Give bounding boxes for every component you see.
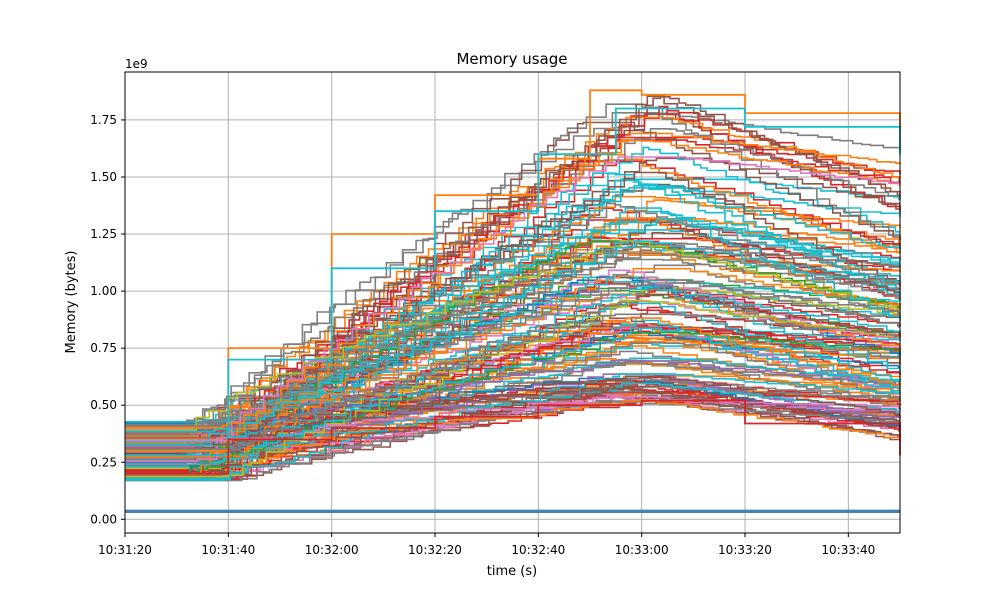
y-offset-label: 1e9	[125, 57, 148, 71]
x-tick-label: 10:31:20	[98, 543, 152, 557]
memory-series-line	[125, 112, 901, 426]
x-tick-label: 10:32:20	[408, 543, 462, 557]
y-tick-label: 0.25	[90, 455, 117, 469]
y-tick-label: 1.00	[90, 284, 117, 298]
y-tick-label: 1.25	[90, 227, 117, 241]
y-tick-label: 1.75	[90, 113, 117, 127]
memory-series-line	[125, 156, 901, 462]
memory-series-line	[125, 288, 901, 477]
memory-series-low	[125, 399, 901, 475]
memory-series-line	[125, 377, 900, 460]
x-tick-label: 10:32:40	[511, 543, 565, 557]
y-tick-label: 0.00	[90, 512, 117, 526]
memory-series-line	[125, 327, 901, 465]
memory-series-line	[125, 171, 901, 440]
memory-series-line	[125, 157, 901, 431]
memory-series-line	[125, 267, 901, 458]
series-lines	[125, 89, 901, 514]
memory-series-line	[125, 121, 901, 476]
memory-series-line	[125, 218, 901, 480]
memory-series-line	[125, 240, 900, 446]
memory-series-line	[125, 202, 900, 459]
y-tick-label: 0.50	[90, 398, 117, 412]
x-tick-label: 10:33:40	[821, 543, 875, 557]
chart-title: Memory usage	[456, 50, 567, 68]
memory-series-line	[125, 128, 901, 426]
memory-series-line	[125, 373, 901, 480]
x-axis-ticks: 10:31:20 10:31:40 10:32:00 10:32:20 10:32:40…	[98, 533, 875, 557]
memory-series-line	[125, 277, 901, 433]
memory-series-line	[125, 383, 901, 438]
memory-series-line	[125, 387, 901, 477]
x-tick-label: 10:33:00	[615, 543, 669, 557]
x-tick-label: 10:33:20	[718, 543, 772, 557]
x-axis-label: time (s)	[487, 564, 537, 579]
memory-series-line	[125, 105, 901, 435]
memory-series-second	[125, 107, 901, 457]
y-axis-ticks: 0.00 0.25 0.50 0.75 1.00 1.25 1.50 1.75	[90, 113, 125, 526]
memory-series-line	[125, 317, 901, 423]
x-tick-label: 10:31:40	[201, 543, 255, 557]
memory-series-line	[125, 139, 901, 478]
memory-series-line	[125, 282, 901, 428]
x-tick-label: 10:32:00	[305, 543, 359, 557]
memory-series-line	[125, 313, 901, 450]
memory-series-line	[125, 240, 901, 431]
y-tick-label: 1.50	[90, 170, 117, 184]
y-tick-label: 0.75	[90, 341, 117, 355]
plot-frame	[124, 71, 901, 534]
memory-series-line	[125, 375, 901, 449]
y-axis-label: Memory (bytes)	[64, 251, 79, 354]
